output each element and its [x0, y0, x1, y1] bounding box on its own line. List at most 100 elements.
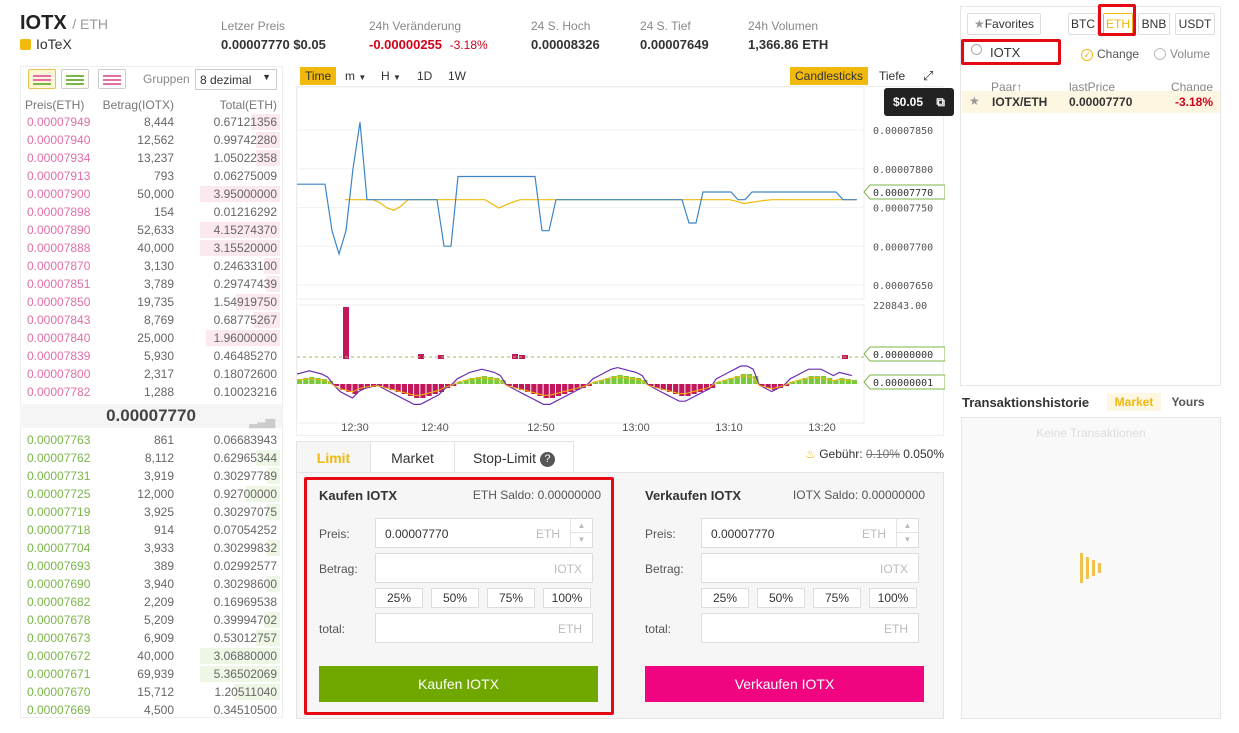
tab-stop-limit[interactable]: Stop-Limit ? — [454, 441, 574, 473]
ask-row[interactable]: 0.00007870 3,130 0.24633100 — [20, 257, 282, 275]
ask-row[interactable]: 0.00007850 19,735 1.54919750 — [20, 293, 282, 311]
fullscreen-icon[interactable]: ⤢ — [923, 68, 934, 83]
bid-row[interactable]: 0.00007731 3,919 0.30297789 — [20, 467, 282, 485]
depth-button[interactable]: Tiefe — [879, 69, 906, 83]
price-stepper[interactable]: ▲ ▼ — [896, 519, 918, 547]
chevron-up-icon[interactable]: ▲ — [571, 519, 592, 533]
sell-pct-100[interactable]: 100% — [869, 588, 917, 608]
sell-button[interactable]: Verkaufen IOTX — [645, 666, 924, 702]
tab-limit[interactable]: Limit — [296, 441, 371, 473]
chevron-up-icon[interactable]: ▲ — [897, 519, 918, 533]
chevron-down-icon: ▼ — [262, 72, 271, 82]
tab-market[interactable]: Market — [370, 441, 455, 473]
bid-row[interactable]: 0.00007669 4,500 0.34510500 — [20, 701, 282, 719]
view-asks-button[interactable] — [98, 69, 126, 89]
chevron-down-icon[interactable]: ▼ — [577, 535, 586, 544]
tx-empty: Keine Transaktionen — [1036, 426, 1146, 440]
tx-tab-market[interactable]: Market — [1107, 393, 1161, 411]
macd-bar — [851, 380, 857, 384]
ask-row[interactable]: 0.00007913 793 0.06275009 — [20, 167, 282, 185]
sort-volume-radio[interactable]: Volume — [1154, 47, 1210, 61]
bid-row[interactable]: 0.00007719 3,925 0.30297075 — [20, 503, 282, 521]
buy-pct-50[interactable]: 50% — [431, 588, 479, 608]
bid-row[interactable]: 0.00007678 5,209 0.39994702 — [20, 611, 282, 629]
stat-24h-high: 24 S. Hoch 0.00008326 — [531, 19, 600, 52]
bid-row[interactable]: 0.00007690 3,940 0.30298600 — [20, 575, 282, 593]
interval-week[interactable]: 1W — [448, 69, 466, 83]
ask-row[interactable]: 0.00007840 25,000 1.96000000 — [20, 329, 282, 347]
macd-bar — [315, 378, 321, 384]
candlesticks-button[interactable]: Candlesticks — [790, 67, 869, 85]
buy-button[interactable]: Kaufen IOTX — [319, 666, 598, 702]
usd-price-badge[interactable]: $0.05 ⧉ — [884, 88, 954, 116]
bid-row[interactable]: 0.00007671 69,939 5.36502069 — [20, 665, 282, 683]
favorites-tab[interactable]: ★Favorites — [967, 13, 1041, 35]
group-label: Gruppen — [143, 72, 190, 86]
help-icon[interactable]: ? — [539, 452, 555, 467]
view-bids-button[interactable] — [61, 69, 89, 89]
bid-row[interactable]: 0.00007762 8,112 0.62965344 — [20, 449, 282, 467]
col-change[interactable]: Change — [1170, 80, 1213, 94]
buy-pct-75[interactable]: 75% — [487, 588, 535, 608]
macd-bar — [518, 384, 525, 390]
col-pair[interactable]: Paar↑ — [991, 80, 1022, 94]
star-icon[interactable]: ★ — [969, 94, 980, 108]
search-icon — [971, 44, 982, 55]
price-stepper[interactable]: ▲ ▼ — [570, 519, 592, 547]
interval-day[interactable]: 1D — [417, 69, 433, 83]
chevron-down-icon[interactable]: ▼ — [903, 535, 912, 544]
ask-row[interactable]: 0.00007890 52,633 4.15274370 — [20, 221, 282, 239]
ask-row[interactable]: 0.00007898 154 0.01216292 — [20, 203, 282, 221]
ask-row[interactable]: 0.00007940 12,562 0.99742280 — [20, 131, 282, 149]
interval-hour[interactable]: H ▼ — [376, 67, 406, 85]
bid-row[interactable]: 0.00007673 6,909 0.53012757 — [20, 629, 282, 647]
price-chart[interactable]: 0.00007850 0.00007800 0.00007750 0.00007700… — [296, 86, 946, 436]
row-price: 0.00007671 — [27, 667, 91, 681]
ask-row[interactable]: 0.00007949 8,444 0.67121356 — [20, 113, 282, 131]
sell-total-input[interactable]: ETH — [701, 613, 919, 643]
last-price-row[interactable]: 0.00007770 ▂▃▅ — [20, 404, 282, 428]
ask-row[interactable]: 0.00007888 40,000 3.15520000 — [20, 239, 282, 257]
macd-bar — [358, 384, 364, 390]
interval-minute[interactable]: m ▼ — [340, 67, 371, 85]
market-tab-usdt[interactable]: USDT — [1175, 13, 1215, 35]
buy-amount-unit: IOTX — [553, 562, 582, 576]
depth-bar — [246, 486, 280, 502]
market-row[interactable]: ★ IOTX/ETH 0.00007770 -3.18% — [962, 91, 1220, 113]
market-tab-btc[interactable]: BTC — [1068, 13, 1098, 35]
buy-pct-25[interactable]: 25% — [375, 588, 423, 608]
ask-row[interactable]: 0.00007800 2,317 0.18072600 — [20, 365, 282, 383]
bid-row[interactable]: 0.00007725 12,000 0.92700000 — [20, 485, 282, 503]
buy-amount-input[interactable]: IOTX — [375, 553, 593, 583]
ask-row[interactable]: 0.00007843 8,769 0.68775267 — [20, 311, 282, 329]
tx-tab-yours[interactable]: Yours — [1171, 395, 1205, 409]
bid-row[interactable]: 0.00007718 914 0.07054252 — [20, 521, 282, 539]
sell-pct-50[interactable]: 50% — [757, 588, 805, 608]
ask-row[interactable]: 0.00007839 5,930 0.46485270 — [20, 347, 282, 365]
buy-total-input[interactable]: ETH — [375, 613, 593, 643]
sort-change-radio[interactable]: ✓ Change — [1081, 47, 1139, 61]
bid-row[interactable]: 0.00007682 2,209 0.16969538 — [20, 593, 282, 611]
sell-price-input[interactable]: 0.00007770 ETH ▲ ▼ — [701, 518, 919, 548]
market-tab-eth[interactable]: ETH — [1103, 13, 1133, 35]
sell-pct-75[interactable]: 75% — [813, 588, 861, 608]
col-last-price[interactable]: lastPrice — [1069, 80, 1116, 94]
bid-row[interactable]: 0.00007704 3,933 0.30299832 — [20, 539, 282, 557]
bid-row[interactable]: 0.00007693 389 0.02992577 — [20, 557, 282, 575]
buy-pct-100[interactable]: 100% — [543, 588, 591, 608]
view-both-button[interactable] — [28, 69, 56, 89]
buy-price-input[interactable]: 0.00007770 ETH ▲ ▼ — [375, 518, 593, 548]
ask-row[interactable]: 0.00007900 50,000 3.95000000 — [20, 185, 282, 203]
bid-row[interactable]: 0.00007763 861 0.06683943 — [20, 431, 282, 449]
tx-history-header: Transaktionshistorie Market Yours — [960, 393, 1221, 417]
market-tab-bnb[interactable]: BNB — [1138, 13, 1170, 35]
bid-row[interactable]: 0.00007670 15,712 1.20511040 — [20, 683, 282, 701]
bid-row[interactable]: 0.00007672 40,000 3.06880000 — [20, 647, 282, 665]
interval-time[interactable]: Time — [300, 67, 337, 85]
sell-amount-input[interactable]: IOTX — [701, 553, 919, 583]
sell-pct-25[interactable]: 25% — [701, 588, 749, 608]
ask-row[interactable]: 0.00007782 1,288 0.10023216 — [20, 383, 282, 401]
ask-row[interactable]: 0.00007851 3,789 0.29747439 — [20, 275, 282, 293]
ask-row[interactable]: 0.00007934 13,237 1.05022358 — [20, 149, 282, 167]
group-select[interactable]: 8 dezimal ▼ — [195, 69, 277, 90]
